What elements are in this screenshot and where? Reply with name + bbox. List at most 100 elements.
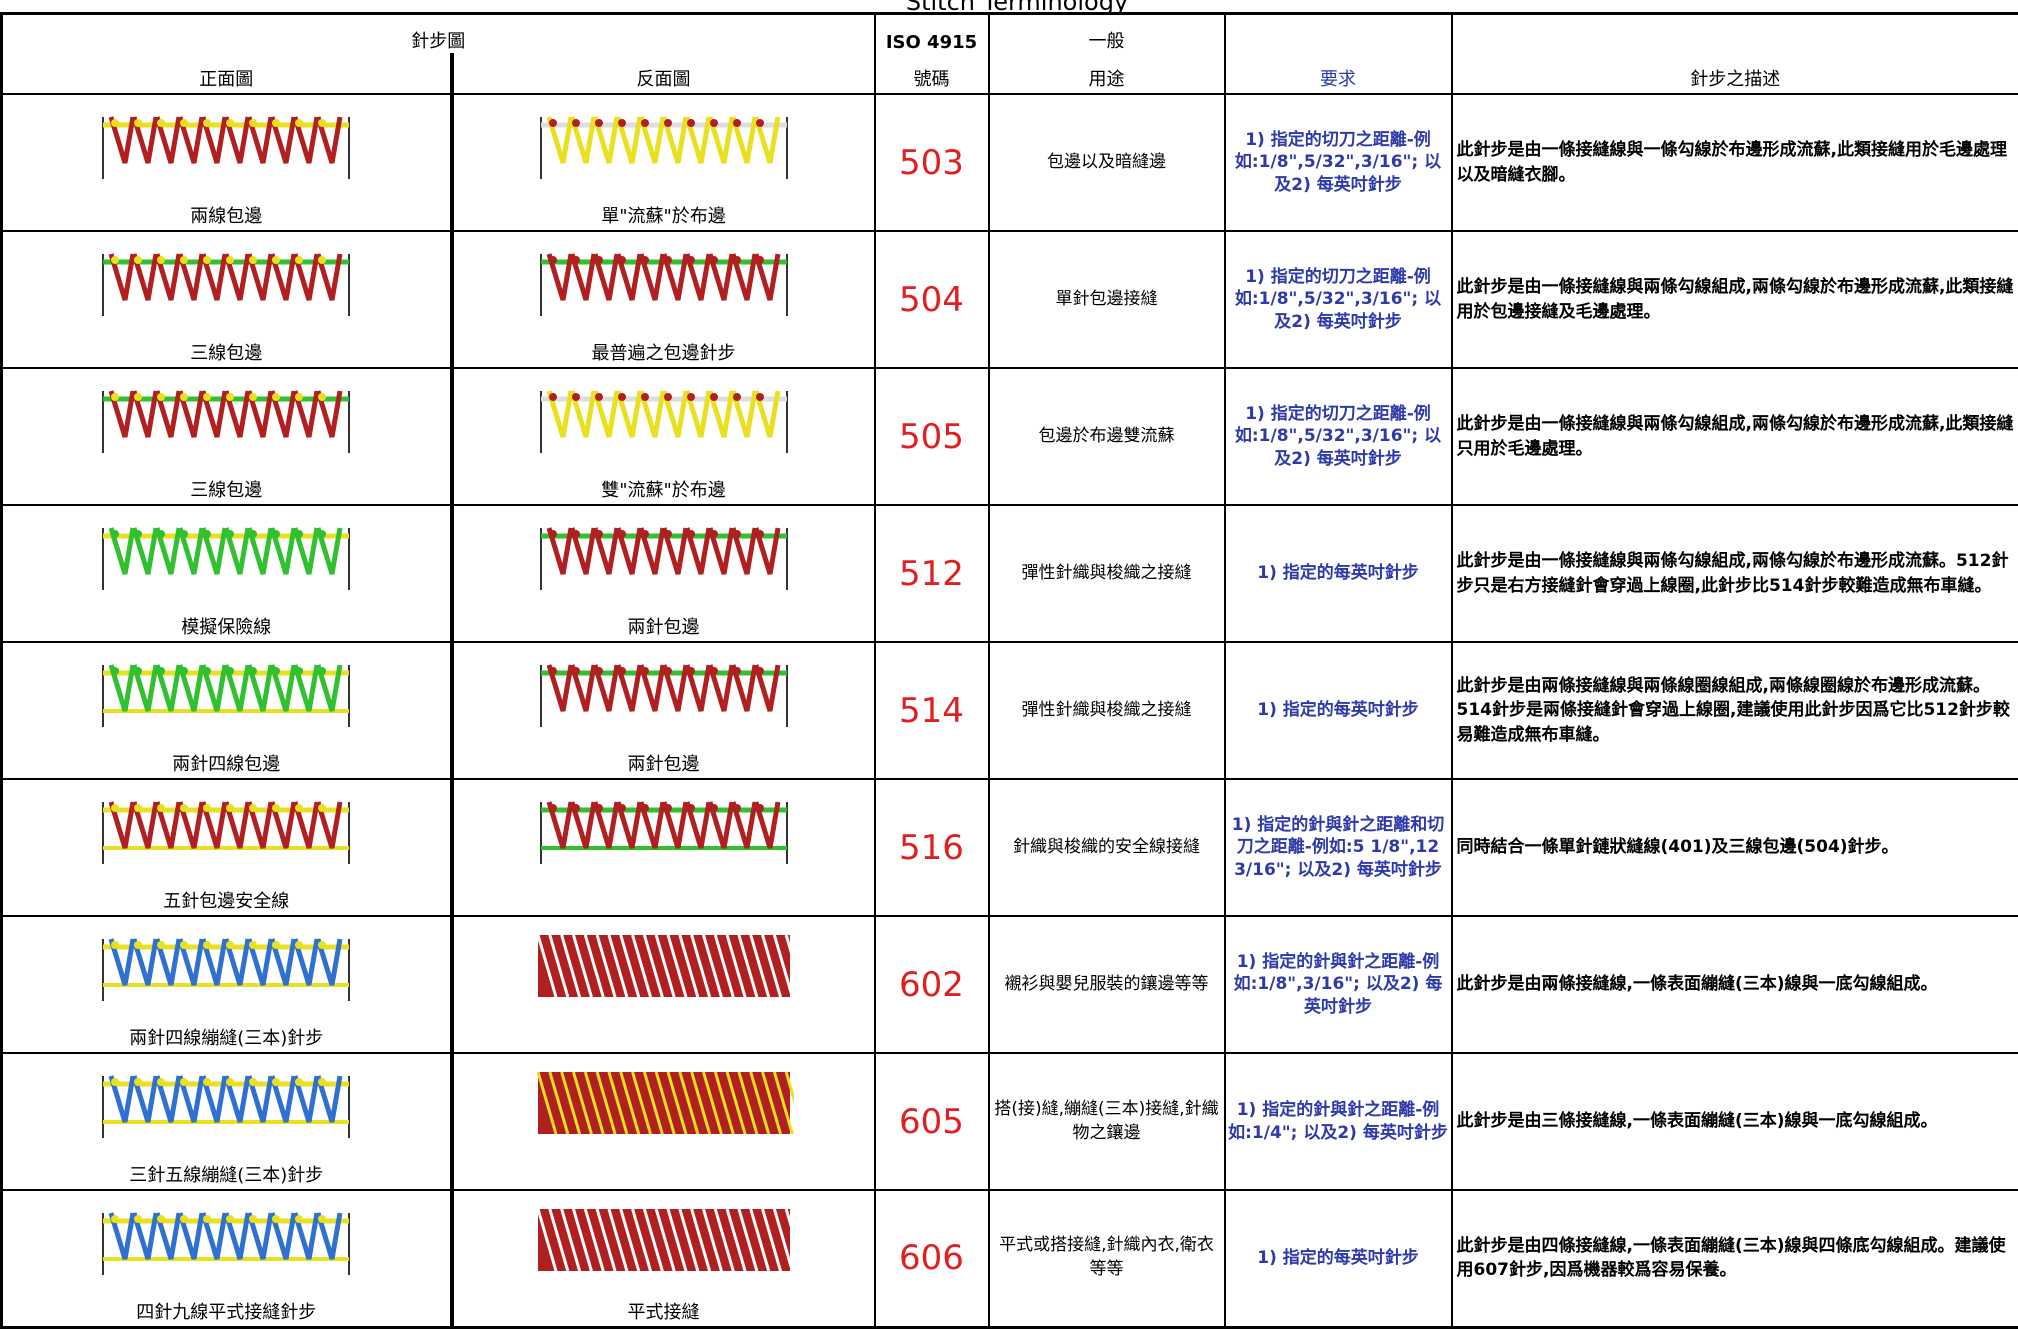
knot [618,119,626,127]
knot [134,941,142,949]
knot [549,804,557,812]
back-cell: 雙"流蘇"於布邊 [452,368,875,505]
knot [733,119,741,127]
header-row: 針步圖 ISO 4915 一般 [2,14,2018,54]
knot [595,530,603,538]
knot [134,1078,142,1086]
back-cell: 單"流蘇"於布邊 [452,94,875,231]
description: 同時結合一條單針鏈狀縫線(401)及三線包邊(504)針步。 [1452,779,2018,916]
knot [249,530,257,538]
knot [664,256,672,264]
knot [180,530,188,538]
requirement: 1) 指定的每英吋針步 [1225,1190,1452,1327]
back-caption: 平式接縫 [454,1298,874,1324]
requirement: 1) 指定的切刀之距離-例如:1/8",5/32",3/16"; 以及2) 每英… [1225,231,1452,368]
usage: 搭(接)縫,繃縫(三本)接縫,針織物之鑲邊 [989,1053,1225,1190]
header-cell: 針步圖 [2,14,875,54]
iso-code: 514 [875,642,989,779]
knot [710,256,718,264]
knot [295,1215,303,1223]
front-caption: 四針九線平式接縫針步 [3,1298,450,1324]
page-title: Stitch Terminology [0,0,2018,12]
iso-code: 605 [875,1053,989,1190]
back-cell: 兩針包邊 [452,642,875,779]
knot [180,667,188,675]
iso-code: 512 [875,505,989,642]
knot [157,941,165,949]
knot [595,667,603,675]
knot [641,804,649,812]
back-caption: 兩針包邊 [454,613,874,639]
knot [180,1078,188,1086]
knot [226,1215,234,1223]
knot [203,119,211,127]
knot [134,393,142,401]
knot [226,256,234,264]
usage: 包邊以及暗縫邊 [989,94,1225,231]
knot [226,393,234,401]
knot [180,804,188,812]
back-cell [452,779,875,916]
knot [157,530,165,538]
knot [733,804,741,812]
iso-code: 504 [875,231,989,368]
requirement: 1) 指定的切刀之距離-例如:1/8",5/32",3/16"; 以及2) 每英… [1225,368,1452,505]
header-text: 正面圖 [199,69,253,90]
knot [710,667,718,675]
front-caption: 三線包邊 [3,339,450,365]
knot [272,667,280,675]
header-text: 號碼 [914,69,950,90]
header-text: ISO 4915 [886,32,977,53]
knot [641,256,649,264]
knot [180,1215,188,1223]
knot [318,1215,326,1223]
description: 此針步是由一條接縫線與兩條勾線組成,兩條勾線於布邊形成流蘇,此類接縫只用於毛邊處… [1452,368,2018,505]
front-cell: 兩針四線繃縫(三本)針步 [2,916,452,1053]
requirement: 1) 指定的每英吋針步 [1225,642,1452,779]
knot [111,804,119,812]
header-text: 針步之描述 [1690,69,1780,90]
knot [572,530,580,538]
stitch-diagram [101,105,351,183]
stitch-diagram [539,242,789,320]
knot [203,1078,211,1086]
knot [157,1078,165,1086]
iso-code: 602 [875,916,989,1053]
iso-code: 503 [875,94,989,231]
knot [272,393,280,401]
knot [249,1078,257,1086]
knot [756,804,764,812]
usage: 彈性針織與梭織之接縫 [989,505,1225,642]
knot [733,667,741,675]
usage: 彈性針織與梭織之接縫 [989,642,1225,779]
knot [572,393,580,401]
knot [641,119,649,127]
front-caption: 兩針四線包邊 [3,750,450,776]
stitch-diagram [539,516,789,594]
knot [318,256,326,264]
header-row: 正面圖 反面圖 號碼 用途 要求 針步之描述 [2,53,2018,94]
header-cell: 反面圖 [452,53,875,94]
knot [249,119,257,127]
knot [295,119,303,127]
knot [180,393,188,401]
knot [249,393,257,401]
knot [710,393,718,401]
knot [249,804,257,812]
knot [595,119,603,127]
knot [157,667,165,675]
knot [272,804,280,812]
stitch-diagram [539,379,789,457]
description: 此針步是由兩條接縫線與兩條線圈線組成,兩條線圈線於布邊形成流蘇。514針步是兩條… [1452,642,2018,779]
stitch-diagram [101,242,351,320]
knot [572,256,580,264]
knot [249,256,257,264]
stitch-diagram [101,790,351,868]
knot [687,667,695,675]
iso-code: 516 [875,779,989,916]
